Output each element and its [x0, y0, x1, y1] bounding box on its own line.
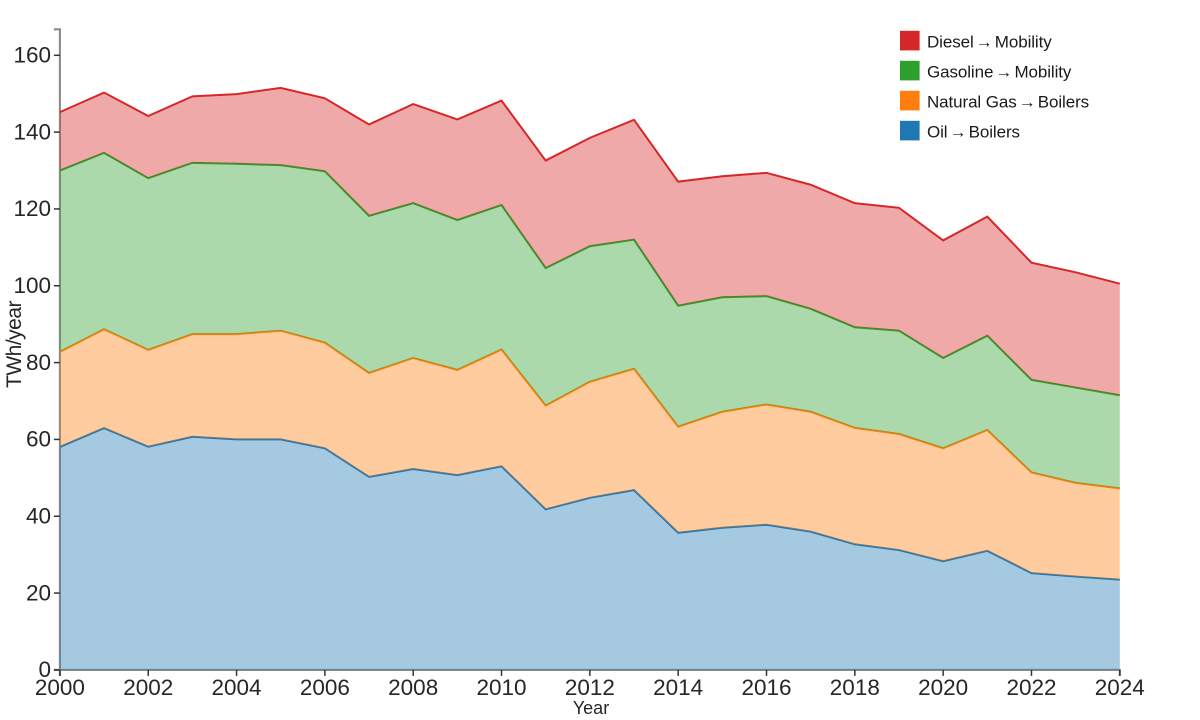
svg-text:100: 100	[13, 273, 51, 298]
svg-text:2022: 2022	[1006, 675, 1056, 700]
svg-text:140: 140	[13, 119, 51, 144]
svg-text:80: 80	[26, 350, 51, 375]
svg-text:2000: 2000	[35, 675, 85, 700]
svg-text:2008: 2008	[388, 675, 438, 700]
svg-text:60: 60	[26, 427, 51, 452]
svg-text:20: 20	[26, 580, 51, 605]
svg-text:40: 40	[26, 504, 51, 529]
svg-text:2014: 2014	[653, 675, 703, 700]
svg-text:160: 160	[13, 43, 51, 68]
svg-text:0: 0	[38, 657, 51, 682]
svg-text:TWh/year: TWh/year	[3, 300, 26, 388]
svg-text:Diesel → Mobility: Diesel → Mobility	[927, 33, 1052, 52]
svg-text:2010: 2010	[476, 675, 526, 700]
svg-text:Year: Year	[573, 698, 609, 718]
svg-text:Oil → Boilers: Oil → Boilers	[927, 123, 1020, 142]
svg-text:2006: 2006	[300, 675, 350, 700]
svg-text:2018: 2018	[830, 675, 880, 700]
svg-text:120: 120	[13, 196, 51, 221]
svg-text:2020: 2020	[918, 675, 968, 700]
svg-text:2004: 2004	[212, 675, 262, 700]
svg-text:Natural Gas → Boilers: Natural Gas → Boilers	[927, 93, 1089, 112]
svg-text:Gasoline → Mobility: Gasoline → Mobility	[927, 63, 1072, 82]
svg-text:2002: 2002	[123, 675, 173, 700]
svg-text:2016: 2016	[741, 675, 791, 700]
svg-text:2012: 2012	[565, 675, 615, 700]
svg-text:2024: 2024	[1095, 675, 1145, 700]
